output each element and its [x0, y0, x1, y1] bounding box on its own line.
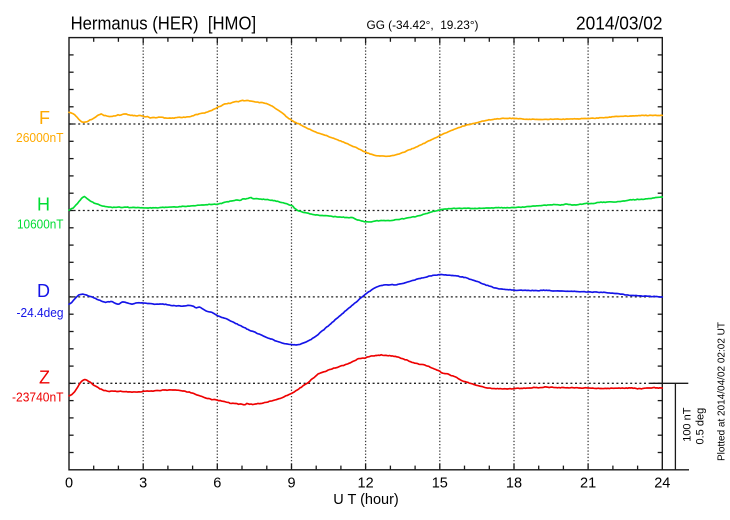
svg-text:12: 12: [358, 476, 374, 492]
svg-text:D: D: [37, 281, 50, 301]
svg-text:18: 18: [506, 476, 522, 492]
svg-text:21: 21: [580, 476, 596, 492]
svg-text:15: 15: [432, 476, 448, 492]
svg-text:-24.4deg: -24.4deg: [17, 306, 64, 320]
svg-text:9: 9: [287, 476, 295, 492]
svg-text:6: 6: [213, 476, 221, 492]
svg-text:Z: Z: [39, 368, 50, 388]
svg-text:10600nT: 10600nT: [17, 218, 64, 232]
svg-text:-23740nT: -23740nT: [12, 390, 64, 404]
svg-text:2014/03/02: 2014/03/02: [576, 14, 663, 34]
svg-text:0: 0: [65, 476, 73, 492]
svg-text:Plotted at 2014/04/02 02:02 UT: Plotted at 2014/04/02 02:02 UT: [716, 322, 727, 461]
svg-text:GG (-34.42°, 19.23°): GG (-34.42°, 19.23°): [367, 18, 479, 32]
svg-text:Hermanus (HER) [HMO]: Hermanus (HER) [HMO]: [71, 14, 257, 34]
svg-text:26000nT: 26000nT: [16, 131, 64, 145]
svg-text:U T (hour): U T (hour): [333, 492, 399, 508]
svg-text:H: H: [37, 195, 50, 215]
svg-text:3: 3: [139, 476, 147, 492]
svg-text:0.5 deg: 0.5 deg: [694, 408, 706, 445]
svg-text:24: 24: [654, 476, 670, 492]
svg-text:F: F: [39, 108, 50, 128]
svg-text:100 nT: 100 nT: [681, 407, 693, 442]
